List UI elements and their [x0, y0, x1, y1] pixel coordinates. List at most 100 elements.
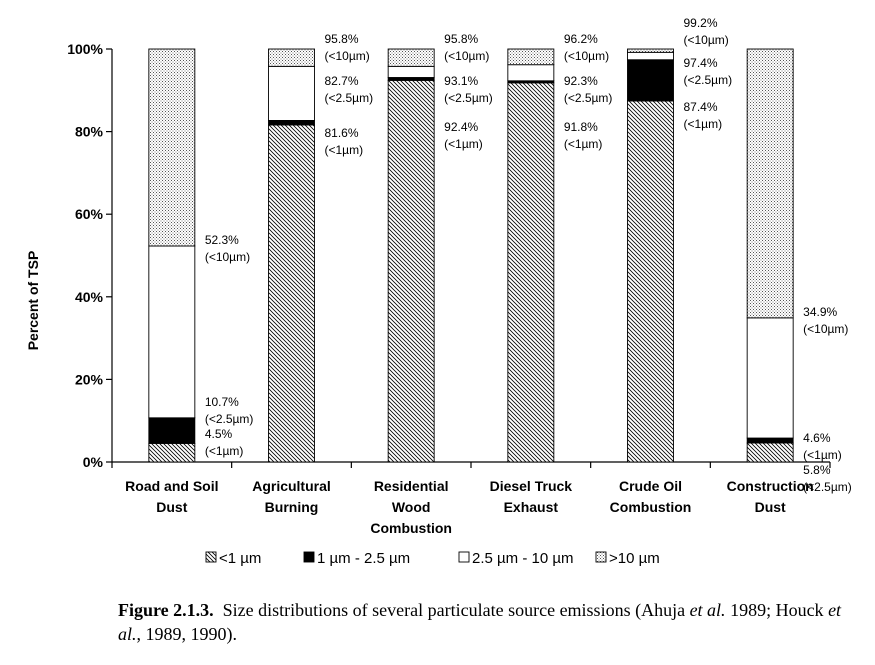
- annotation-size: (<10µm): [325, 49, 370, 63]
- annotation-percent: 52.3%: [205, 233, 239, 247]
- bar-segment: [746, 437, 794, 444]
- annotation-percent: 81.6%: [325, 126, 359, 140]
- annotation-size: (<1µm): [444, 137, 483, 151]
- bar-segment: [627, 51, 674, 61]
- legend-label: 2.5 µm - 10 µm: [472, 550, 573, 567]
- annotations: 52.3%(<10µm)10.7%(<2.5µm)4.5%(<1µm)95.8%…: [205, 16, 852, 494]
- category-label: Diesel Truck: [490, 478, 573, 494]
- bar-segment: [148, 245, 196, 419]
- y-tick-label: 0%: [83, 454, 104, 470]
- bar-segment: [627, 100, 674, 463]
- bar-segment: [268, 65, 315, 121]
- category-label: Combustion: [610, 499, 692, 515]
- annotation-size: (<1µm): [564, 137, 603, 151]
- annotation-percent: 5.8%: [803, 463, 831, 477]
- bar-segment: [148, 442, 196, 463]
- annotation-percent: 91.8%: [564, 120, 598, 134]
- bar-segment: [148, 417, 196, 444]
- bar-segment: [746, 317, 794, 439]
- annotation-size: (<1µm): [325, 143, 364, 157]
- bar-segment: [507, 64, 555, 82]
- y-tick-label: 40%: [75, 289, 104, 305]
- bar-segment: [507, 82, 555, 463]
- y-tick-label: 20%: [75, 371, 104, 387]
- legend-label: <1 µm: [219, 550, 261, 567]
- annotation-percent: 97.4%: [684, 56, 718, 70]
- caption-text-after: , 1989, 1990).: [136, 624, 238, 644]
- annotation-percent: 96.2%: [564, 32, 598, 46]
- bars: [148, 48, 794, 463]
- bar-segment: [507, 48, 555, 66]
- annotation-size: (<2.5µm): [564, 91, 613, 105]
- bar-segment: [268, 48, 315, 67]
- annotation-size: (<2.5µm): [325, 91, 374, 105]
- category-label: Exhaust: [504, 499, 559, 515]
- category-label: Road and Soil: [125, 478, 218, 494]
- category-label: Combustion: [370, 520, 452, 536]
- annotation-percent: 92.4%: [444, 120, 478, 134]
- caption-text-mid: 1989; Houck: [725, 600, 829, 620]
- category-label: Burning: [265, 499, 319, 515]
- annotation-percent: 87.4%: [684, 100, 718, 114]
- annotation-percent: 4.6%: [803, 431, 831, 445]
- annotation-size: (<10µm): [564, 49, 609, 63]
- bar-segment: [148, 48, 196, 247]
- annotation-size: (<10µm): [684, 33, 729, 47]
- annotation-percent: 34.9%: [803, 305, 837, 319]
- annotation-size: (<2.5µm): [684, 73, 733, 87]
- category-label: Construction: [727, 478, 814, 494]
- annotation-size: (<2.5µm): [444, 91, 493, 105]
- annotation-percent: 95.8%: [444, 32, 478, 46]
- category-label: Dust: [755, 499, 786, 515]
- legend-swatch: [303, 551, 315, 563]
- annotation-size: (<2.5µm): [803, 480, 852, 494]
- category-label: Wood: [392, 499, 431, 515]
- legend: <1 µm 1 µm - 2.5 µm 2.5 µm - 10 µm >10 µm: [205, 550, 660, 567]
- annotation-size: (<1µm): [684, 117, 723, 131]
- caption-label: Figure 2.1.3.: [118, 600, 214, 620]
- caption-text-before: Size distributions of several particulat…: [222, 600, 690, 620]
- legend-swatch: [595, 551, 607, 563]
- annotation-percent: 4.5%: [205, 427, 233, 441]
- annotation-percent: 10.7%: [205, 395, 239, 409]
- chart-svg: 0% 20% 40% 60% 80% 100% Percent of TSP 52.3% (<…: [25, 16, 852, 567]
- bar-segment: [746, 48, 794, 319]
- legend-swatch: [205, 551, 217, 563]
- annotation-size: (<10µm): [205, 250, 250, 264]
- bar-segment: [268, 119, 315, 126]
- bar-segment: [627, 59, 674, 102]
- annotation-percent: 82.7%: [325, 74, 359, 88]
- bar-segment: [387, 48, 435, 67]
- legend-swatch: [458, 551, 470, 563]
- category-label: Crude Oil: [619, 478, 682, 494]
- bar-segment: [387, 65, 435, 78]
- annotation-size: (<10µm): [444, 49, 489, 63]
- caption-italic-1: et al.: [689, 600, 726, 620]
- figure-caption: Figure 2.1.3. Size distributions of seve…: [118, 598, 858, 646]
- annotation-percent: 92.3%: [564, 74, 598, 88]
- annotation-percent: 95.8%: [325, 32, 359, 46]
- bar-segment: [627, 48, 674, 53]
- caption-italic-2: et al.: [118, 600, 842, 644]
- category-label: Residential: [374, 478, 449, 494]
- legend-label: >10 µm: [609, 550, 660, 567]
- annotation-percent: 99.2%: [684, 16, 718, 30]
- annotation-size: (<2.5µm): [205, 412, 254, 426]
- y-axis-label: Percent of TSP: [25, 251, 41, 351]
- category-label: Agricultural: [252, 478, 331, 494]
- bar-segment: [268, 124, 315, 463]
- annotation-percent: 93.1%: [444, 74, 478, 88]
- annotation-size: (<1µm): [205, 444, 244, 458]
- chart: 0% 20% 40% 60% 80% 100% Percent of TSP 52.3% (<…: [25, 16, 852, 567]
- bar-segment: [746, 442, 794, 463]
- annotation-size: (<1µm): [803, 448, 842, 462]
- category-label: Dust: [156, 499, 187, 515]
- y-tick-label: 100%: [67, 41, 103, 57]
- axes: 0% 20% 40% 60% 80% 100% Percent of TSP: [25, 41, 831, 470]
- category-labels: Road and Soil Dust Agricultural Burning Resi…: [125, 478, 814, 536]
- legend-label: 1 µm - 2.5 µm: [317, 550, 410, 567]
- bar-segment: [387, 79, 435, 463]
- y-tick-label: 60%: [75, 206, 104, 222]
- annotation-size: (<10µm): [803, 322, 848, 336]
- y-tick-label: 80%: [75, 124, 104, 140]
